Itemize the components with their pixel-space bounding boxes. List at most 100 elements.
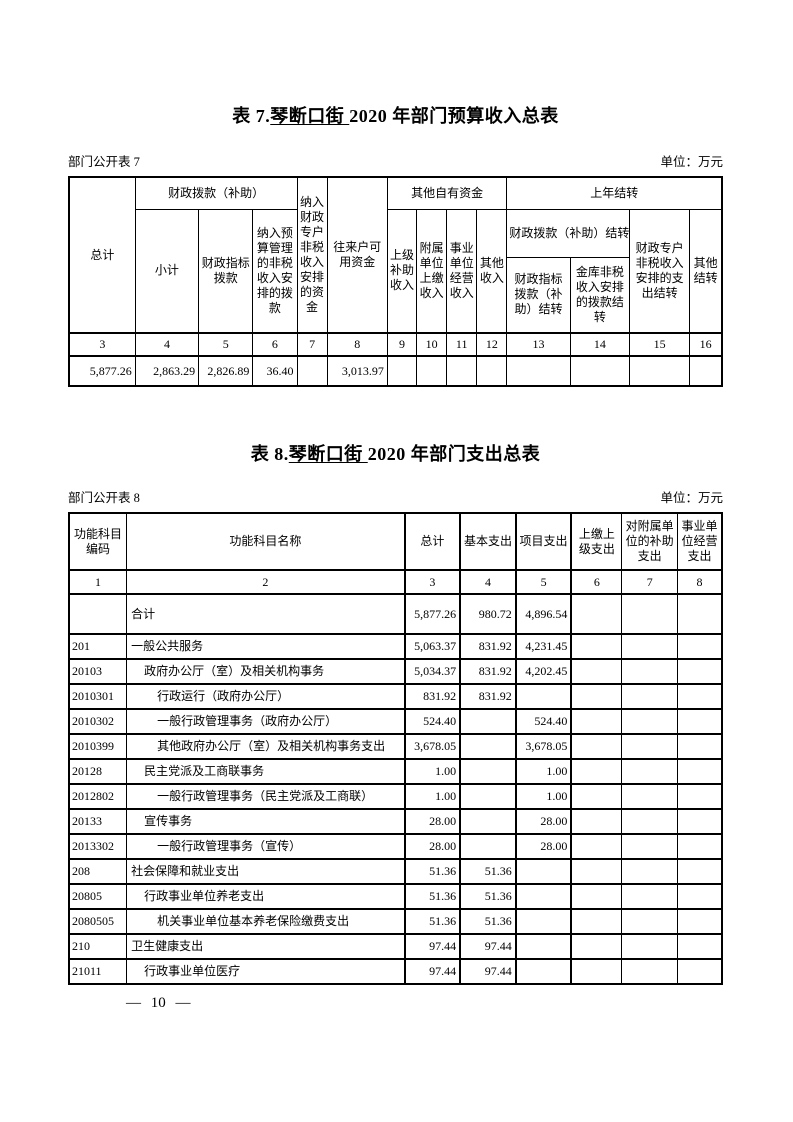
expenditure-value-cell <box>676 593 723 635</box>
expenditure-value-cell: 3,678.05 <box>514 733 573 760</box>
expenditure-value-cell <box>621 633 678 660</box>
expenditure-value-cell <box>621 958 678 985</box>
table8-meta-row: 部门公开表 8 单位：万元 <box>68 491 723 506</box>
header-cell-nontax-special-account: 纳入财政专户非税收入安排的资金 <box>296 176 328 334</box>
income-value-cell: 36.40 <box>252 355 298 387</box>
table-row: 2010302 一般行政管理事务（政府办公厅） 524.40 524.40 <box>68 708 723 735</box>
expenditure-value-cell <box>676 758 723 785</box>
expenditure-value-cell <box>459 758 517 785</box>
expenditure-value-cell <box>514 858 573 885</box>
expenditure-value-cell: 524.40 <box>403 708 461 735</box>
column-number-cell: 5 <box>198 332 254 357</box>
income-value-cell <box>476 355 508 387</box>
expenditure-value-cell: 51.36 <box>459 883 517 910</box>
expenditure-value-cell: 97.44 <box>459 933 517 960</box>
table8-title: 表 8.琴断口街 2020 年部门支出总表 <box>68 443 723 465</box>
column-number-cell: 11 <box>446 332 478 357</box>
table-row: 20133 宣传事务 28.00 28.00 <box>68 808 723 835</box>
expenditure-value-cell <box>459 733 517 760</box>
function-name-cell: 一般行政管理事务（民主党派及工商联） <box>126 783 406 810</box>
expenditure-value-cell: 831.92 <box>459 633 517 660</box>
column-number-cell: 9 <box>386 332 418 357</box>
function-name-cell: 机关事业单位基本养老保险缴费支出 <box>126 908 406 935</box>
income-value-cell <box>446 355 478 387</box>
column-number-cell: 2 <box>126 569 406 595</box>
expenditure-value-cell <box>459 833 517 860</box>
expenditure-value-cell <box>621 658 678 685</box>
function-name-cell: 一般公共服务 <box>126 633 406 660</box>
function-code-cell: 201 <box>68 633 128 660</box>
expenditure-value-cell: 980.72 <box>459 593 517 635</box>
expenditure-value-cell: 28.00 <box>403 808 461 835</box>
header-cell-special-account-carryover: 财政专户非税收入安排的支出结转 <box>628 208 691 334</box>
header-cell-other-own-funds-group: 其他自有资金 <box>386 176 508 210</box>
table8-header-row: 功能科目编码 功能科目名称 总计 基本支出 项目支出 上缴上级支出 对附属单位的补助支出 事业… <box>68 512 723 571</box>
header-cell-fiscal-index-carryover: 财政指标拨款（补助）结转 <box>506 256 571 334</box>
header-cell: 对附属单位的补助支出 <box>621 512 678 571</box>
expenditure-value-cell: 1.00 <box>403 783 461 810</box>
function-name-cell: 民主党派及工商联事务 <box>126 758 406 785</box>
expenditure-value-cell <box>676 783 723 810</box>
expenditure-value-cell <box>570 958 623 985</box>
expenditure-value-cell: 4,202.45 <box>514 658 573 685</box>
column-number-cell: 6 <box>570 569 623 595</box>
column-number-cell: 14 <box>569 332 630 357</box>
function-code-cell: 20133 <box>68 808 128 835</box>
expenditure-value-cell: 831.92 <box>459 658 517 685</box>
expenditure-value-cell <box>676 958 723 985</box>
expenditure-value-cell: 51.36 <box>459 908 517 935</box>
header-cell-total: 总计 <box>68 176 136 334</box>
column-number-cell: 10 <box>416 332 448 357</box>
expenditure-value-cell <box>621 933 678 960</box>
expenditure-summary-table: 功能科目编码 功能科目名称 总计 基本支出 项目支出 上缴上级支出 对附属单位的补助支出 事业… <box>68 512 723 985</box>
column-number-cell: 3 <box>68 332 136 357</box>
expenditure-value-cell: 4,896.54 <box>514 593 573 635</box>
column-number-cell: 8 <box>676 569 723 595</box>
function-name-cell: 行政事业单位医疗 <box>126 958 406 985</box>
expenditure-value-cell <box>676 733 723 760</box>
header-cell: 功能科目名称 <box>126 512 406 571</box>
expenditure-value-cell: 831.92 <box>403 683 461 710</box>
function-code-cell <box>68 593 128 635</box>
table-row: 208 社会保障和就业支出 51.36 51.36 <box>68 858 723 885</box>
table-row: 20805 行政事业单位养老支出 51.36 51.36 <box>68 883 723 910</box>
header-cell-affiliated-unit-income: 附属单位上缴收入 <box>416 208 448 334</box>
expenditure-value-cell <box>676 658 723 685</box>
header-cell-fiscal-index-appropriation: 财政指标拨款 <box>198 208 254 334</box>
expenditure-value-cell <box>514 933 573 960</box>
header-cell-institution-operating-income: 事业单位经营收入 <box>446 208 478 334</box>
column-number-cell: 4 <box>459 569 517 595</box>
header-cell-prev-year-carryover-group: 上年结转 <box>506 176 723 210</box>
table7-meta-row: 部门公开表 7 单位：万元 <box>68 155 723 170</box>
expenditure-value-cell <box>621 733 678 760</box>
header-cell-fiscal-carryover-group: 财政拨款（补助）结转 <box>506 208 630 258</box>
column-number-cell: 3 <box>403 569 461 595</box>
expenditure-value-cell: 97.44 <box>403 933 461 960</box>
expenditure-value-cell <box>570 733 623 760</box>
income-value-cell <box>386 355 418 387</box>
expenditure-value-cell <box>676 883 723 910</box>
header-cell-current-account-funds: 往来户可用资金 <box>326 176 388 334</box>
expenditure-value-cell <box>570 808 623 835</box>
expenditure-value-cell <box>570 758 623 785</box>
function-code-cell: 2013302 <box>68 833 128 860</box>
expenditure-value-cell <box>621 808 678 835</box>
table8-title-prefix: 表 8. <box>250 444 289 464</box>
function-code-cell: 210 <box>68 933 128 960</box>
header-cell-other-income: 其他收入 <box>476 208 508 334</box>
column-number-cell: 6 <box>252 332 298 357</box>
expenditure-value-cell <box>459 708 517 735</box>
column-number-cell: 13 <box>506 332 571 357</box>
expenditure-value-cell <box>676 933 723 960</box>
column-number-cell: 15 <box>628 332 691 357</box>
table8-title-suffix: 2020 年部门支出总表 <box>367 444 541 464</box>
function-code-cell: 208 <box>68 858 128 885</box>
expenditure-value-cell <box>570 708 623 735</box>
table-row: 20128 民主党派及工商联事务 1.00 1.00 <box>68 758 723 785</box>
table-row: 21011 行政事业单位医疗 97.44 97.44 <box>68 958 723 985</box>
expenditure-value-cell: 51.36 <box>403 908 461 935</box>
expenditure-value-cell <box>570 858 623 885</box>
table-row: 2013302 一般行政管理事务（宣传） 28.00 28.00 <box>68 833 723 860</box>
expenditure-value-cell <box>459 783 517 810</box>
